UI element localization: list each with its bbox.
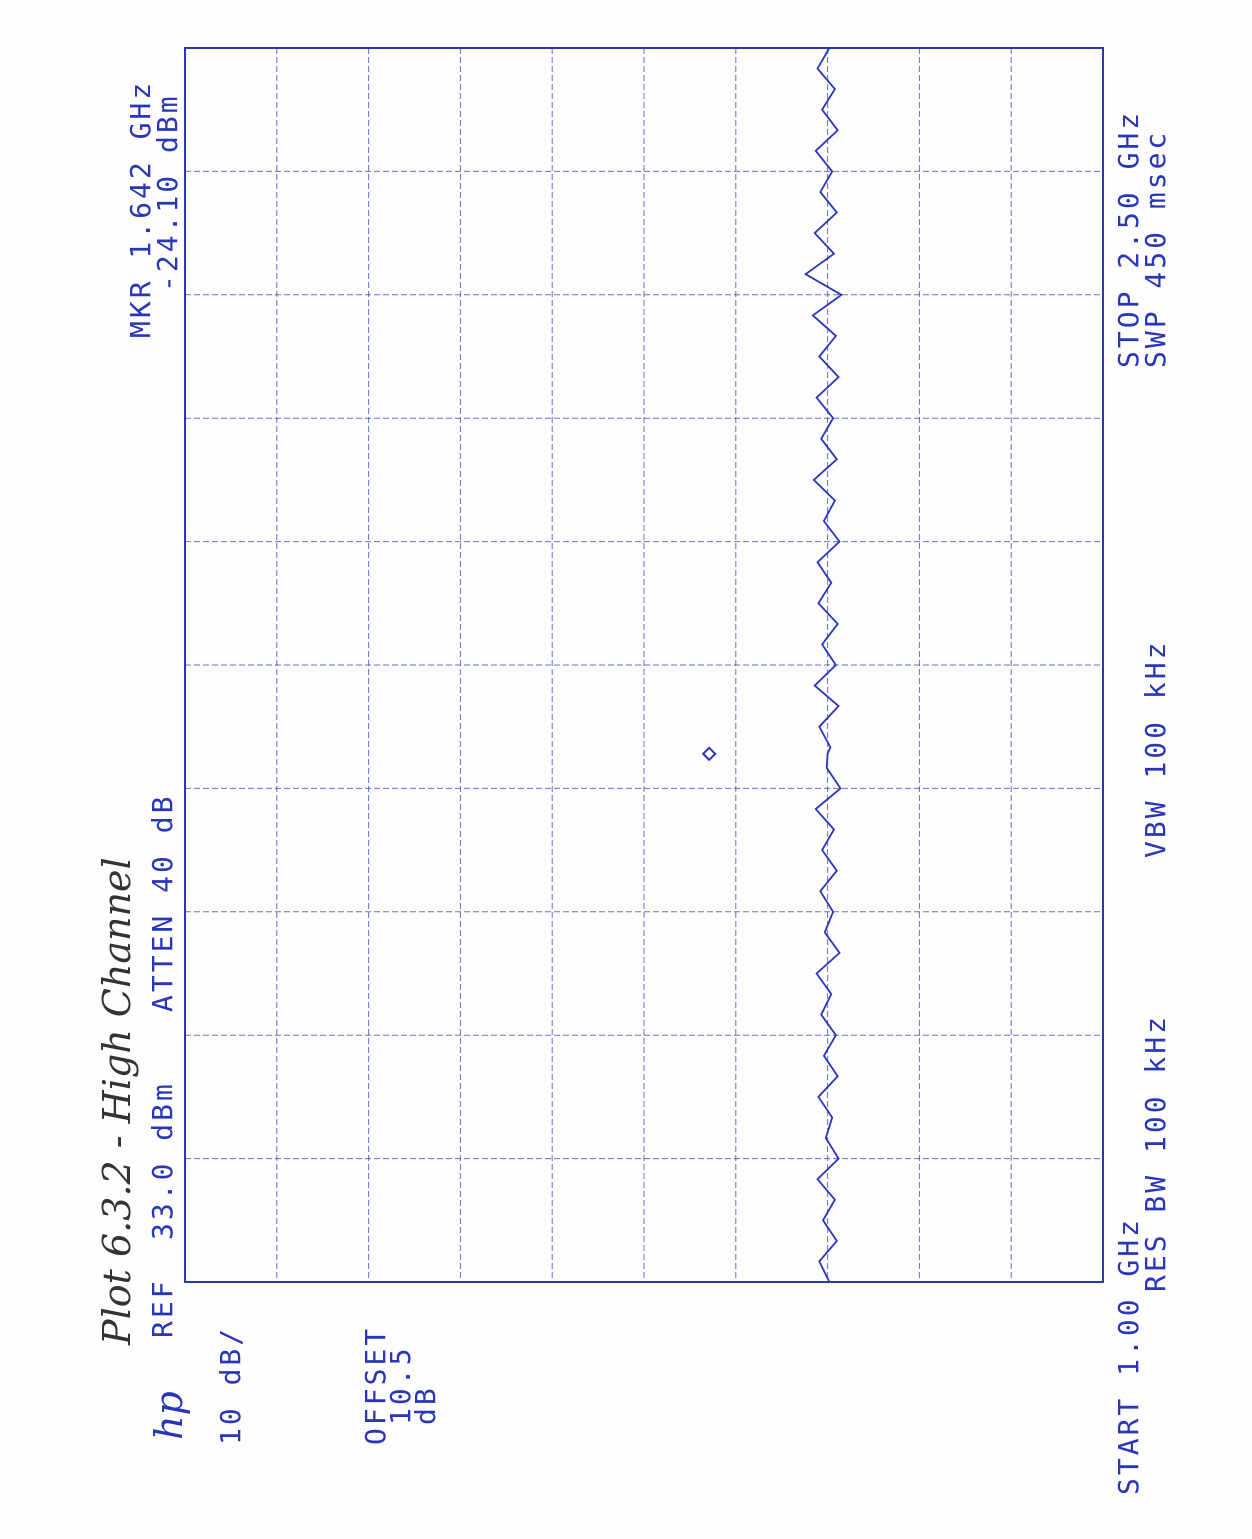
start-frequency: START 1.00 GHz <box>1112 1217 1145 1495</box>
ref-label: REF <box>146 1278 179 1338</box>
scale: 10 dB/ <box>214 1326 247 1445</box>
video-bandwidth: VBW 100 kHz <box>1139 640 1172 858</box>
offset-value: 10.5 <box>384 1346 417 1425</box>
marker-level: -24.10 dBm <box>151 93 184 292</box>
offset-label: OFFSET <box>359 1326 392 1445</box>
ref-level: 33.0 dBm <box>146 1081 179 1240</box>
attenuation: ATTEN 40 dB <box>146 794 179 1012</box>
marker <box>701 746 717 762</box>
stop-frequency: STOP 2.50 GHz <box>1112 110 1145 368</box>
offset-unit: dB <box>409 1385 442 1425</box>
title: Plot 6.3.2 - High Channel <box>95 857 139 1346</box>
logo: hp <box>147 1391 191 1440</box>
sweep-time: SWP 450 msec <box>1139 130 1172 368</box>
marker-frequency: MKR 1.642 GHz <box>124 80 157 338</box>
trace <box>803 47 844 1283</box>
resolution-bandwidth: RES BW 100 kHz <box>1139 1014 1172 1292</box>
